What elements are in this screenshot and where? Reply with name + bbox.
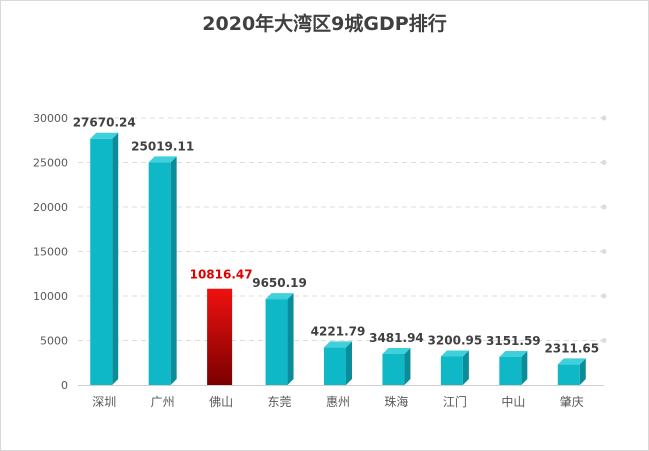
x-tick-label: 佛山 [209, 395, 233, 409]
data-label: 27670.24 [73, 116, 136, 130]
bar-top [324, 341, 352, 348]
data-label: 4221.79 [311, 324, 366, 338]
data-label: 3151.59 [486, 334, 541, 348]
bar-top [499, 350, 528, 357]
bar-side [287, 293, 294, 385]
bar [90, 138, 113, 385]
bar [557, 364, 580, 385]
bar-top [440, 350, 469, 357]
gridline-end-dot [601, 115, 607, 121]
x-tick-label: 肇庆 [560, 394, 584, 409]
y-tick-label: 10000 [33, 290, 68, 303]
bar-side [404, 348, 411, 385]
x-tick-label: 惠州 [326, 395, 350, 409]
bar [148, 162, 171, 385]
gridline-end-dot [601, 160, 607, 165]
bar-side [346, 341, 352, 385]
gridline-end-dot [601, 338, 607, 343]
bar-top [265, 293, 294, 300]
data-label: 10816.47 [190, 268, 253, 282]
x-tick-label: 深圳 [92, 395, 116, 409]
y-tick-label: 20000 [33, 201, 68, 214]
bar [440, 356, 463, 385]
x-tick-label: 珠海 [384, 394, 408, 409]
data-label: 3481.94 [369, 331, 424, 345]
bar-side [170, 156, 177, 385]
x-tick-label: 中山 [501, 394, 525, 409]
bar-side [462, 350, 469, 385]
bar-highlight [207, 288, 233, 385]
bar-top [90, 132, 119, 139]
data-label: 2311.65 [544, 341, 599, 355]
bar [324, 347, 346, 385]
data-label: 3200.95 [428, 334, 483, 348]
x-tick-label: 广州 [151, 395, 175, 409]
bar-side [579, 358, 586, 385]
y-tick-label: 25000 [33, 157, 68, 170]
bar-side [521, 350, 528, 385]
data-label: 25019.11 [131, 139, 194, 153]
gridline-end-dot [601, 293, 607, 299]
chart-title: 2020年大湾区9城GDP排行 [202, 13, 447, 35]
x-tick-label: 东莞 [268, 395, 292, 409]
bar-top [148, 156, 177, 163]
x-tick-label: 江门 [443, 394, 467, 409]
y-tick-label: 30000 [33, 112, 68, 125]
gridline-end-dot [601, 249, 607, 254]
y-tick-label: 15000 [33, 246, 68, 259]
bar-top [557, 358, 586, 365]
y-tick-label: 5000 [40, 335, 68, 348]
bar [382, 354, 405, 385]
bar-side [112, 132, 119, 385]
bar [499, 356, 522, 385]
bar [265, 299, 288, 385]
bar-top [382, 348, 411, 355]
y-tick-label: 0 [61, 379, 68, 392]
data-label: 9650.19 [252, 276, 307, 290]
gridline-end-dot [601, 204, 607, 210]
